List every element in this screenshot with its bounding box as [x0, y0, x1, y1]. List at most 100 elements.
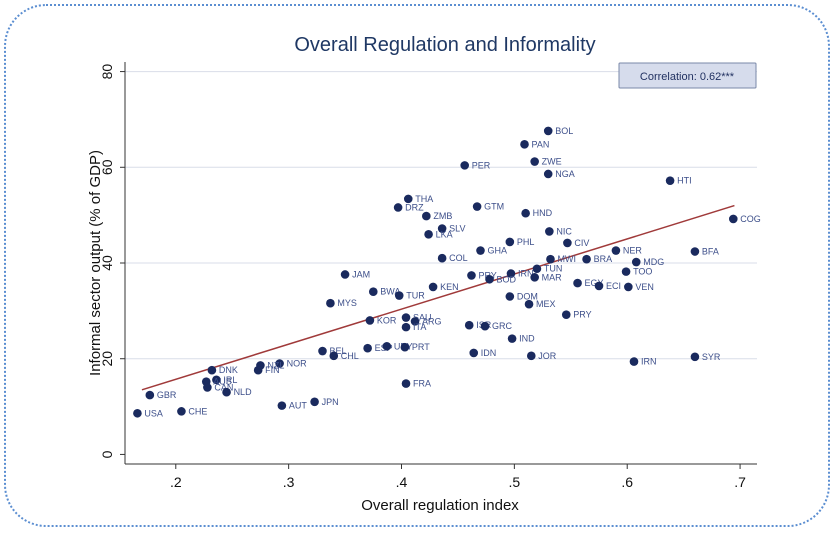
data-point	[424, 229, 433, 239]
data-point	[729, 214, 738, 224]
point-label: GHA	[488, 246, 508, 256]
data-point	[145, 390, 155, 400]
point-label: IDN	[481, 348, 497, 358]
point-label: TOO	[633, 267, 652, 277]
data-point	[393, 203, 403, 212]
data-point	[422, 211, 431, 221]
data-point	[524, 299, 534, 309]
point-label: CIV	[574, 238, 589, 248]
point-label: GBR	[157, 390, 177, 400]
point-label: AUT	[289, 401, 308, 411]
point-label: VEN	[635, 282, 654, 292]
data-point	[505, 237, 515, 247]
point-label: FRA	[413, 379, 431, 389]
point-label: NIC	[556, 226, 572, 236]
data-point	[507, 334, 517, 343]
data-point	[469, 348, 479, 358]
data-point	[543, 169, 553, 179]
data-point	[476, 246, 485, 255]
point-label: MDG	[643, 257, 664, 267]
data-point	[394, 291, 404, 300]
data-point	[485, 274, 494, 284]
y-tick-label: 40	[99, 255, 115, 271]
fit-line	[141, 204, 735, 391]
point-label: LKA	[436, 229, 453, 239]
data-point	[400, 342, 410, 352]
data-point	[207, 365, 217, 375]
point-label: PHL	[517, 237, 535, 247]
data-point	[530, 273, 539, 282]
data-point	[631, 257, 641, 267]
point-label: FIN	[265, 365, 280, 375]
data-point	[437, 253, 447, 263]
point-label: ARG	[422, 316, 442, 326]
data-point	[365, 316, 375, 325]
data-point	[629, 357, 639, 366]
point-label: BFA	[702, 247, 719, 257]
data-point	[505, 292, 515, 301]
point-label: AUS	[213, 377, 232, 387]
point-label: GTM	[484, 202, 504, 212]
point-label: PAN	[532, 139, 550, 149]
data-point	[530, 157, 539, 166]
data-point	[340, 270, 350, 279]
point-label: PRY	[573, 310, 591, 320]
correlation-box-bg	[618, 62, 757, 89]
point-label: DNK	[219, 365, 238, 375]
point-label: DRZ	[405, 202, 424, 212]
correlation-box: Correlation: 0.62***	[618, 62, 757, 89]
data-point	[467, 271, 476, 280]
data-point	[480, 321, 490, 331]
point-label: ZMB	[433, 211, 452, 221]
y-axis-label: Informal sector output (% of GDP)	[87, 150, 104, 376]
point-label: THA	[415, 194, 433, 204]
point-label: BWA	[380, 287, 400, 297]
data-point	[382, 341, 392, 351]
data-point	[611, 246, 621, 255]
y-tick-label: 80	[99, 64, 115, 80]
point-label: SAU	[413, 313, 432, 323]
point-label: MEX	[536, 299, 556, 309]
x-tick-label: .7	[734, 474, 746, 490]
point-label: ZWE	[542, 157, 562, 167]
point-label: NZL	[267, 360, 284, 370]
fit-line-group	[141, 204, 735, 391]
y-tick-label: 20	[99, 351, 115, 367]
data-point	[526, 351, 536, 361]
point-label: GRC	[492, 321, 513, 331]
data-point	[573, 278, 582, 288]
data-point	[690, 247, 700, 256]
point-label: MWI	[557, 254, 576, 264]
x-tick-label: .5	[509, 474, 521, 490]
data-point	[621, 267, 631, 276]
point-label: KOR	[377, 315, 397, 325]
data-point	[133, 408, 142, 418]
x-axis-ticks: .2 .3 .4 .5 .6 .7	[170, 464, 746, 490]
data-point	[690, 352, 700, 362]
data-point	[410, 317, 420, 326]
data-point	[437, 224, 447, 233]
point-label: BOL	[555, 126, 573, 136]
point-label: COG	[740, 214, 761, 224]
point-label: KEN	[440, 282, 459, 292]
point-label: ECI	[606, 281, 621, 291]
point-label: IRN	[518, 269, 534, 279]
data-point	[561, 310, 571, 319]
point-label: SYR	[702, 352, 721, 362]
point-label: SLV	[449, 224, 465, 234]
point-label: ITA	[413, 322, 426, 332]
point-label: COL	[449, 253, 468, 263]
data-point	[310, 397, 319, 407]
data-point	[212, 375, 221, 385]
point-label: JPN	[322, 397, 339, 407]
data-point	[329, 351, 339, 361]
y-tick-label: 60	[99, 159, 115, 175]
point-label: CHL	[341, 351, 359, 361]
data-point	[318, 346, 327, 356]
data-point	[594, 281, 604, 291]
data-point	[460, 161, 470, 170]
point-label: CHE	[188, 406, 207, 416]
data-point	[665, 176, 675, 185]
data-point	[428, 282, 438, 292]
point-label: HTI	[677, 176, 692, 186]
